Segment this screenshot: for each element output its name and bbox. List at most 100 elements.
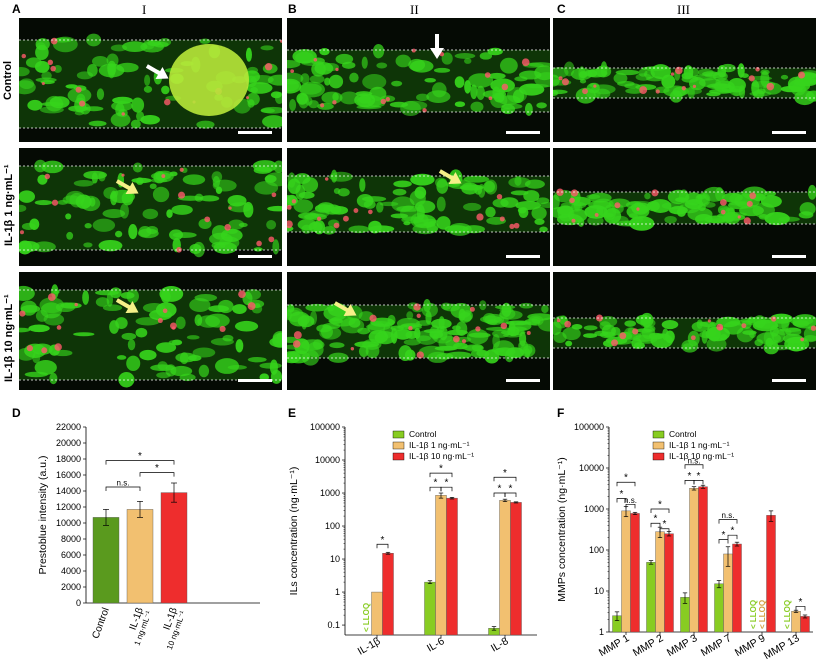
cell-blob — [91, 172, 98, 184]
red-nucleus — [411, 48, 416, 53]
red-nucleus — [380, 98, 387, 105]
red-nucleus — [75, 86, 82, 93]
lloq-label: < LLOQ — [362, 603, 371, 632]
cell-blob — [333, 187, 341, 194]
red-nucleus — [179, 167, 184, 172]
panel-letter-e: E — [288, 406, 297, 420]
red-nucleus — [335, 67, 339, 72]
chart-d-prestoblue: 0 2000 4000 6000 8000 10000 12000 14000 16000 180… — [37, 422, 260, 651]
cell-blob — [19, 204, 27, 212]
cell-blob — [629, 216, 655, 231]
red-nucleus — [800, 337, 805, 342]
cell-blob — [287, 59, 301, 69]
cell-blob — [102, 209, 126, 219]
cell-blob — [479, 52, 493, 60]
cell-blob — [262, 115, 282, 129]
cell-blob — [156, 342, 177, 353]
cell-blob — [131, 177, 152, 184]
cell-blob — [199, 195, 220, 202]
cell-blob — [571, 324, 583, 330]
cell-blob — [121, 332, 137, 340]
significance-label: * — [434, 478, 438, 489]
cell-blob — [395, 54, 412, 68]
cell-blob — [416, 93, 430, 102]
cell-blob — [499, 57, 518, 74]
cell-blob — [695, 193, 710, 206]
red-nucleus — [475, 326, 481, 332]
cell-blob — [25, 57, 42, 68]
cell-blob — [519, 302, 534, 309]
cell-blob — [293, 199, 314, 213]
red-nucleus — [44, 173, 50, 180]
cell-blob — [161, 85, 170, 95]
red-nucleus — [594, 212, 599, 217]
cell-blob — [390, 213, 408, 219]
micrograph-r1-c2 — [287, 18, 550, 142]
arrow-shaft — [115, 298, 132, 310]
red-nucleus — [632, 328, 639, 335]
arrow-head — [343, 303, 357, 317]
bar — [126, 509, 154, 604]
bar — [655, 531, 665, 633]
micrograph-svg — [287, 34, 550, 134]
y-tick-label: 100000 — [310, 422, 340, 432]
cell-blob — [459, 184, 484, 191]
red-nucleus — [639, 86, 648, 94]
cell-blob — [253, 247, 263, 252]
y-tick-label: 14000 — [56, 486, 81, 496]
arrow-shaft — [333, 301, 350, 313]
cell-blob — [53, 37, 72, 43]
cell-blob — [309, 74, 325, 84]
y-tick-label: 10000 — [315, 455, 340, 465]
cell-blob — [372, 43, 385, 59]
red-nucleus — [461, 339, 467, 344]
scale-bar — [772, 131, 806, 134]
cell-blob — [192, 347, 216, 358]
y-tick-label: 6000 — [61, 550, 81, 560]
cell-blob — [118, 371, 135, 388]
cell-blob — [439, 325, 448, 341]
cell-blob — [512, 89, 525, 104]
y-tick-label: 16000 — [56, 470, 81, 480]
bar — [510, 502, 522, 636]
cell-blob — [132, 162, 143, 173]
cell-blob — [712, 71, 728, 82]
y-tick-label: 10 — [594, 586, 604, 596]
legend-swatch — [392, 452, 405, 461]
cell-blob — [228, 202, 252, 213]
cell-blob — [96, 88, 105, 100]
y-tick-label: 0 — [76, 598, 81, 608]
x-tick-label: MMP 7 — [699, 632, 734, 659]
cell-blob — [115, 230, 123, 238]
red-nucleus — [287, 204, 292, 210]
cell-blob — [324, 77, 331, 86]
cell-blob — [142, 208, 159, 220]
cell-blob — [404, 349, 416, 361]
cell-blob — [131, 97, 145, 113]
x-tick-label-group: MMP 13 — [762, 632, 802, 662]
red-nucleus — [290, 69, 295, 73]
red-nucleus — [385, 97, 391, 102]
cell-blob — [273, 160, 282, 173]
y-axis-label: ILs concentration (ng·mL⁻¹) — [288, 467, 300, 596]
cell-blob — [186, 335, 200, 340]
cell-blob — [780, 85, 803, 93]
panel-letter-d: D — [12, 406, 21, 420]
red-nucleus — [121, 112, 125, 116]
red-nucleus — [521, 58, 530, 67]
red-nucleus — [469, 306, 475, 312]
cell-blob — [89, 197, 96, 207]
red-nucleus — [743, 217, 751, 225]
cell-blob — [289, 98, 297, 111]
arrow-icon — [145, 64, 169, 80]
bar — [664, 533, 674, 633]
red-nucleus — [496, 194, 503, 200]
row-label-control: Control — [2, 60, 14, 100]
cell-blob — [298, 93, 310, 109]
cell-blob — [416, 320, 433, 326]
red-nucleus — [280, 39, 282, 43]
red-nucleus — [681, 86, 686, 91]
red-nucleus — [593, 84, 597, 88]
red-nucleus — [26, 345, 33, 352]
significance-label: * — [731, 526, 735, 537]
